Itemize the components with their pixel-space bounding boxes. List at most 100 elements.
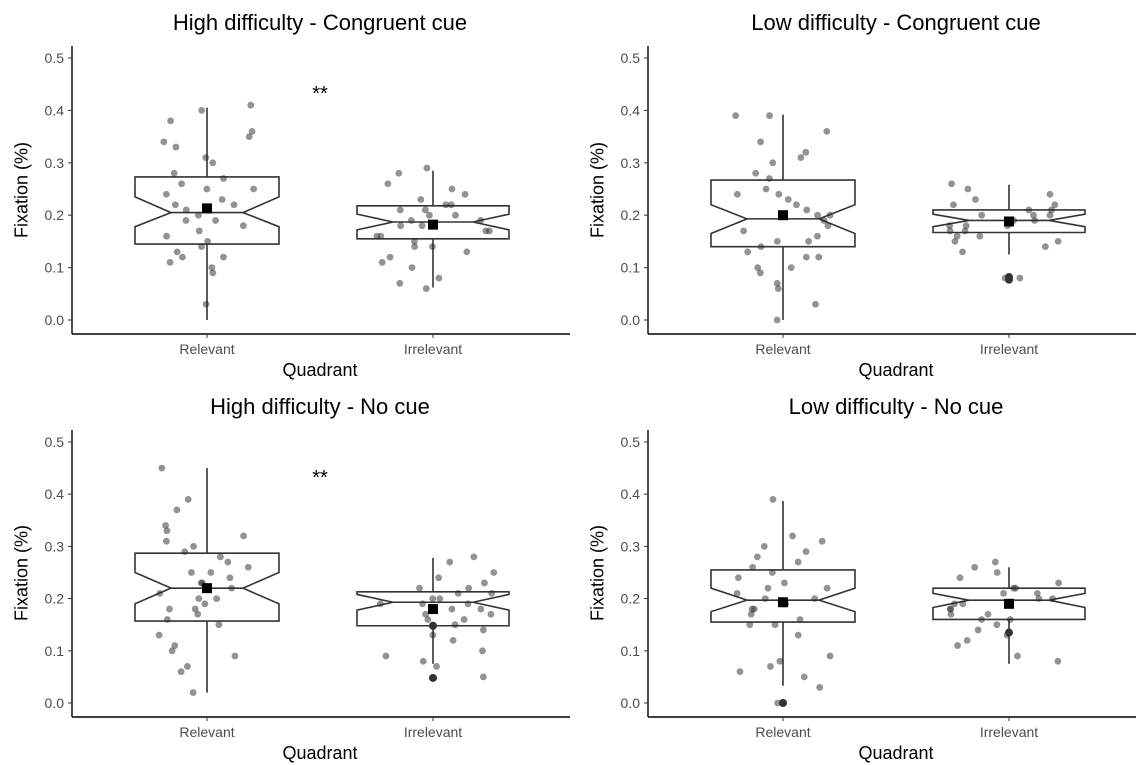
data-point	[1035, 595, 1043, 602]
data-point	[757, 243, 765, 251]
y-tick-label: 0.2	[621, 591, 641, 607]
mean-marker	[202, 583, 212, 594]
data-point	[378, 258, 386, 266]
data-point	[811, 595, 819, 602]
data-point	[449, 636, 457, 644]
data-point	[815, 253, 823, 261]
data-point	[386, 253, 394, 261]
mean-marker	[428, 604, 438, 615]
y-tick-label: 0.5	[45, 434, 65, 450]
data-point	[991, 558, 999, 566]
data-point	[1025, 206, 1033, 214]
y-tick-label: 0.1	[621, 260, 641, 276]
y-tick-label: 0.4	[621, 102, 641, 118]
data-point	[396, 279, 404, 287]
y-tick-label: 0.3	[621, 155, 641, 171]
data-point	[1010, 584, 1017, 592]
x-axis-label: Quadrant	[858, 360, 934, 380]
x-axis-label: Quadrant	[282, 743, 358, 763]
panel-2: 0.0 0.1 0.2 0.3 0.4 0.5 Relevant Irrelevant	[621, 46, 1136, 357]
data-point	[156, 589, 164, 597]
y-tick-label: 0.5	[621, 434, 641, 450]
data-point	[464, 600, 472, 608]
data-point	[487, 610, 495, 618]
data-point	[984, 610, 992, 618]
data-point	[479, 647, 486, 655]
mean-marker	[202, 203, 212, 214]
data-point	[173, 506, 181, 514]
data-point	[195, 595, 203, 602]
data-point	[959, 248, 966, 256]
data-point	[163, 616, 171, 623]
data-point	[748, 605, 756, 613]
data-point	[1048, 206, 1055, 214]
data-point	[228, 584, 236, 592]
data-point	[1054, 238, 1062, 245]
data-point	[752, 169, 760, 177]
data-point	[245, 133, 253, 141]
data-point	[162, 190, 170, 198]
data-point	[451, 621, 459, 629]
data-point	[814, 211, 821, 219]
panel-title: Low difficulty - No cue	[788, 394, 1004, 419]
data-point	[452, 211, 459, 219]
data-point	[971, 563, 979, 571]
mean-marker	[778, 597, 788, 608]
data-point	[182, 217, 190, 224]
data-point	[950, 201, 957, 209]
data-point	[736, 668, 744, 676]
data-point	[201, 600, 209, 608]
data-point	[964, 185, 972, 193]
data-point	[993, 621, 1001, 629]
x-tick-label: Relevant	[755, 724, 810, 740]
data-point	[486, 227, 493, 235]
data-point	[1033, 589, 1041, 597]
data-point	[171, 642, 179, 649]
data-point	[248, 127, 256, 135]
data-point	[190, 543, 197, 550]
data-point	[951, 238, 959, 245]
data-point	[805, 238, 812, 245]
data-point	[826, 211, 834, 219]
data-point	[417, 196, 425, 203]
panel-title: High difficulty - Congruent cue	[172, 10, 468, 35]
data-point	[179, 253, 186, 261]
data-point	[178, 180, 185, 188]
data-point	[824, 222, 832, 230]
y-tick-label: 0.0	[621, 312, 641, 328]
data-point	[166, 605, 173, 613]
data-point	[776, 657, 784, 665]
data-point	[382, 652, 390, 660]
mean-marker	[1004, 216, 1014, 227]
data-point	[435, 274, 443, 282]
data-point	[1046, 211, 1054, 219]
data-point	[184, 496, 192, 503]
data-point	[460, 616, 468, 623]
data-point	[744, 248, 752, 256]
x-tick-label: Irrelevant	[404, 724, 462, 740]
data-point	[433, 663, 440, 670]
y-tick-label: 0.5	[621, 50, 641, 66]
data-point	[446, 558, 454, 566]
data-point	[461, 190, 469, 198]
data-point	[418, 222, 426, 230]
data-point	[407, 217, 415, 224]
data-point	[416, 584, 423, 592]
data-point	[793, 201, 800, 209]
data-point	[803, 206, 811, 214]
data-point	[163, 232, 170, 240]
y-axis-label: Fixation (%)	[587, 524, 608, 622]
data-point	[202, 154, 210, 161]
data-point	[976, 232, 984, 240]
data-point	[1031, 217, 1039, 224]
data-point	[191, 605, 199, 613]
y-tick-label: 0.4	[45, 102, 65, 118]
data-point	[166, 258, 174, 266]
mean-marker	[778, 210, 788, 221]
data-point	[732, 112, 740, 120]
data-point	[463, 248, 471, 256]
data-point	[208, 264, 216, 271]
y-tick-label: 0.3	[45, 155, 65, 171]
y-tick-label: 0.1	[45, 643, 65, 659]
